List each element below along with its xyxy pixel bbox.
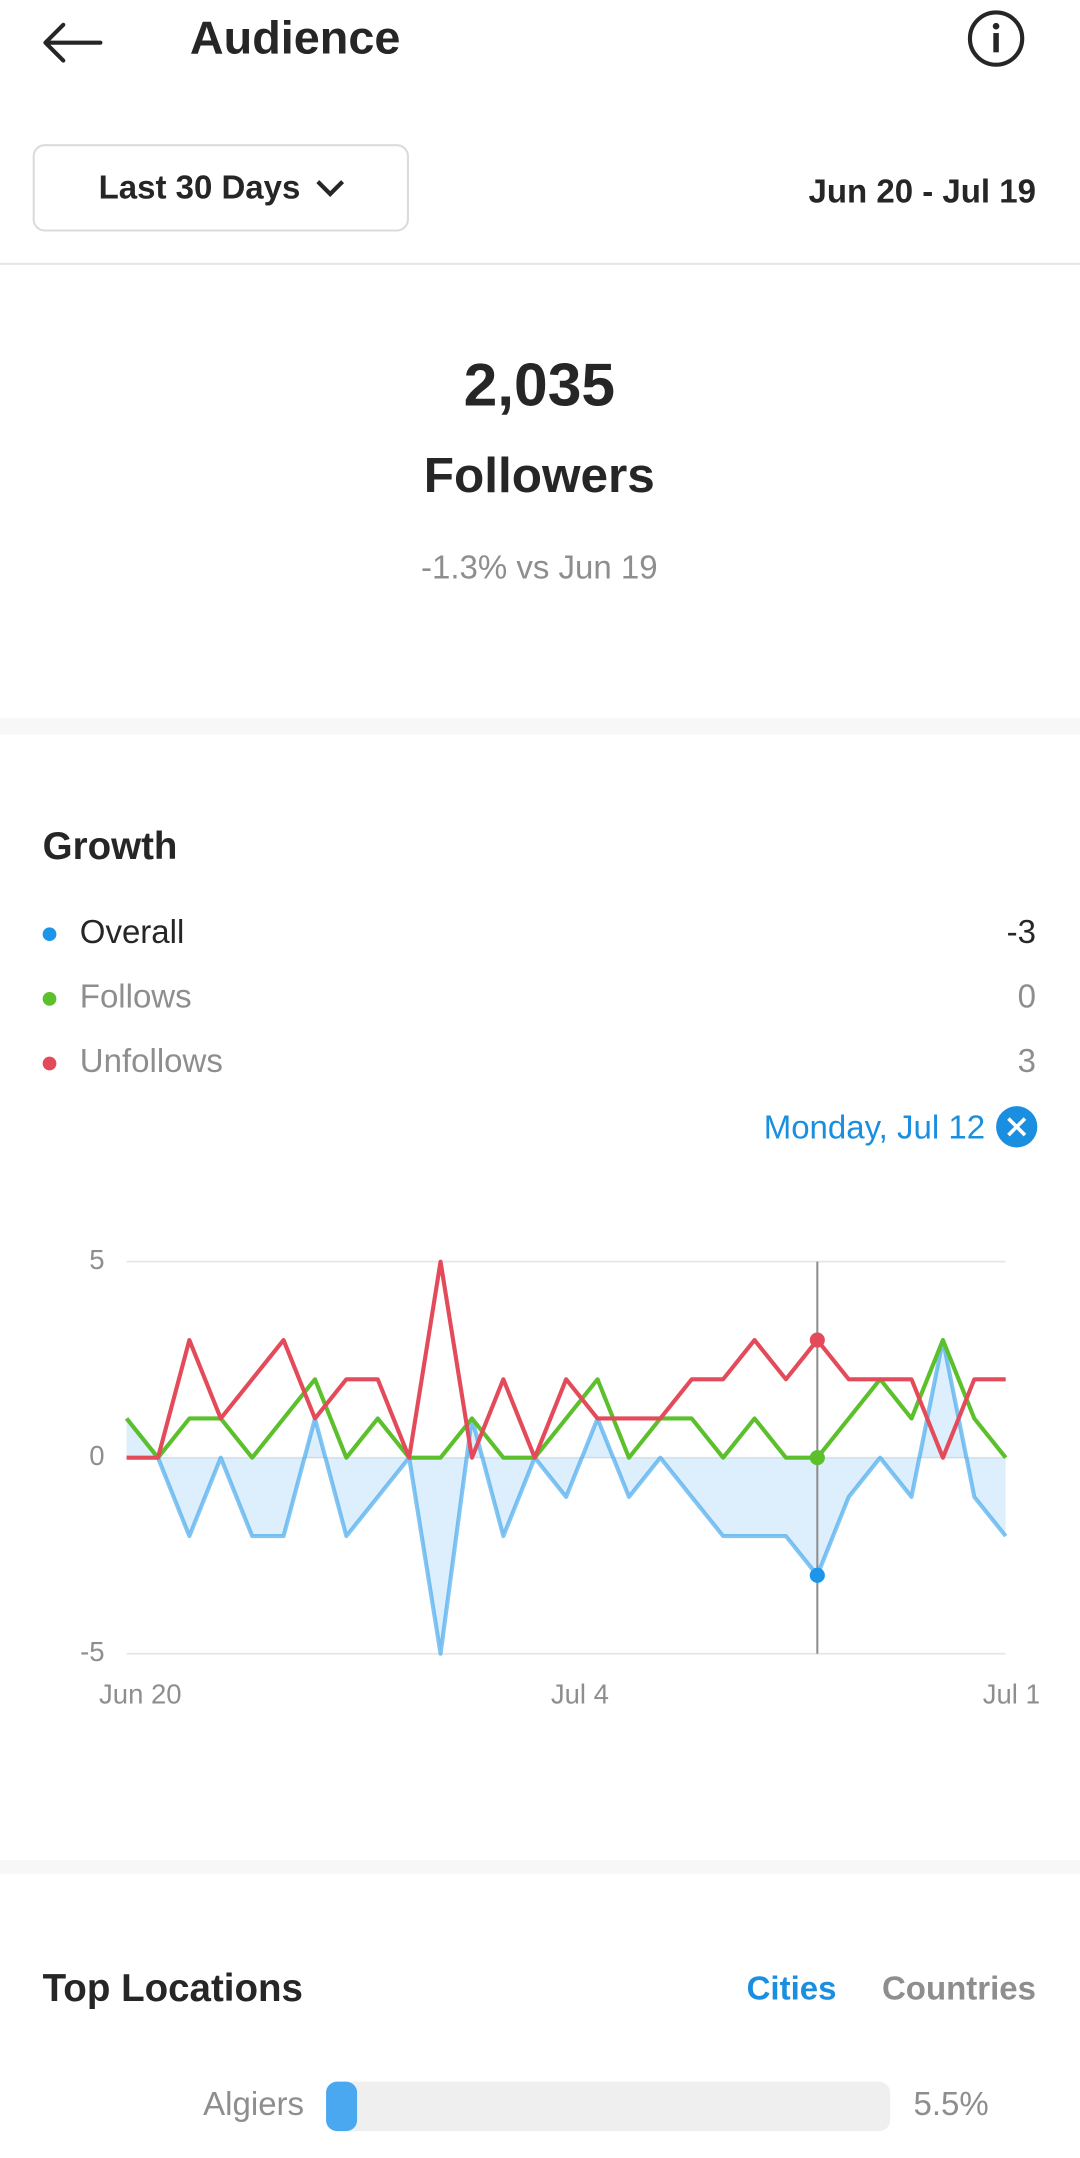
date-range: Jun 20 - Jul 19 [809, 173, 1036, 210]
location-bar [326, 2081, 358, 2132]
selected-point [809, 1332, 825, 1348]
range-label: Last 30 Days [99, 169, 301, 206]
location-list: Algiers 5.5% [203, 2081, 989, 2132]
legend-value: 0 [1018, 978, 1036, 1015]
tab-cities[interactable]: Cities [747, 1970, 837, 2007]
legend-value: -3 [1007, 913, 1036, 950]
follower-change: -1.3% vs Jun 19 [421, 548, 658, 585]
growth-title: Growth [43, 825, 178, 868]
clear-selection[interactable] [996, 1106, 1038, 1148]
legend-value: 3 [1018, 1042, 1036, 1079]
locations-title: Top Locations [43, 1967, 303, 2010]
follower-count: 2,035 [464, 350, 615, 418]
follower-label: Followers [424, 448, 655, 503]
info-button[interactable] [967, 10, 1025, 67]
selected-date: Monday, Jul 12 [764, 1108, 985, 1145]
section-gap [0, 1860, 1080, 1874]
tab-countries[interactable]: Countries [882, 1970, 1036, 2007]
location-name: Algiers [203, 2085, 304, 2122]
page-title: Audience [190, 12, 401, 64]
legend-label: Overall [80, 913, 185, 950]
section-gap [0, 718, 1080, 735]
growth-chart: -5 0 5 Jun 20 Jul 4 Jul 18 Overall -3 Follows 0 Un… [42, 913, 1056, 1710]
x-tick-label: Jul 18 [983, 1679, 1056, 1710]
back-button[interactable] [43, 22, 103, 63]
legend-dot [42, 1056, 57, 1071]
series-line [124, 1337, 1008, 1460]
x-tick-label: Jul 4 [551, 1679, 609, 1710]
series-line [126, 1259, 1006, 1460]
legend-dot [42, 991, 57, 1006]
legend-dot [42, 927, 57, 942]
location-value: 5.5% [914, 2085, 989, 2122]
x-tick-label: Jun 20 [99, 1679, 182, 1710]
legend-label: Follows [80, 978, 192, 1015]
y-tick-label: 5 [89, 1244, 104, 1275]
range-dropdown[interactable]: Last 30 Days [32, 144, 409, 232]
selected-point [809, 1567, 825, 1583]
series-line [124, 1337, 1008, 1656]
selected-point [809, 1450, 825, 1466]
y-tick-label: -5 [80, 1636, 104, 1667]
divider [0, 262, 1080, 265]
y-tick-label: 0 [89, 1440, 104, 1471]
location-track [326, 2081, 891, 2132]
legend-label: Unfollows [80, 1042, 223, 1079]
